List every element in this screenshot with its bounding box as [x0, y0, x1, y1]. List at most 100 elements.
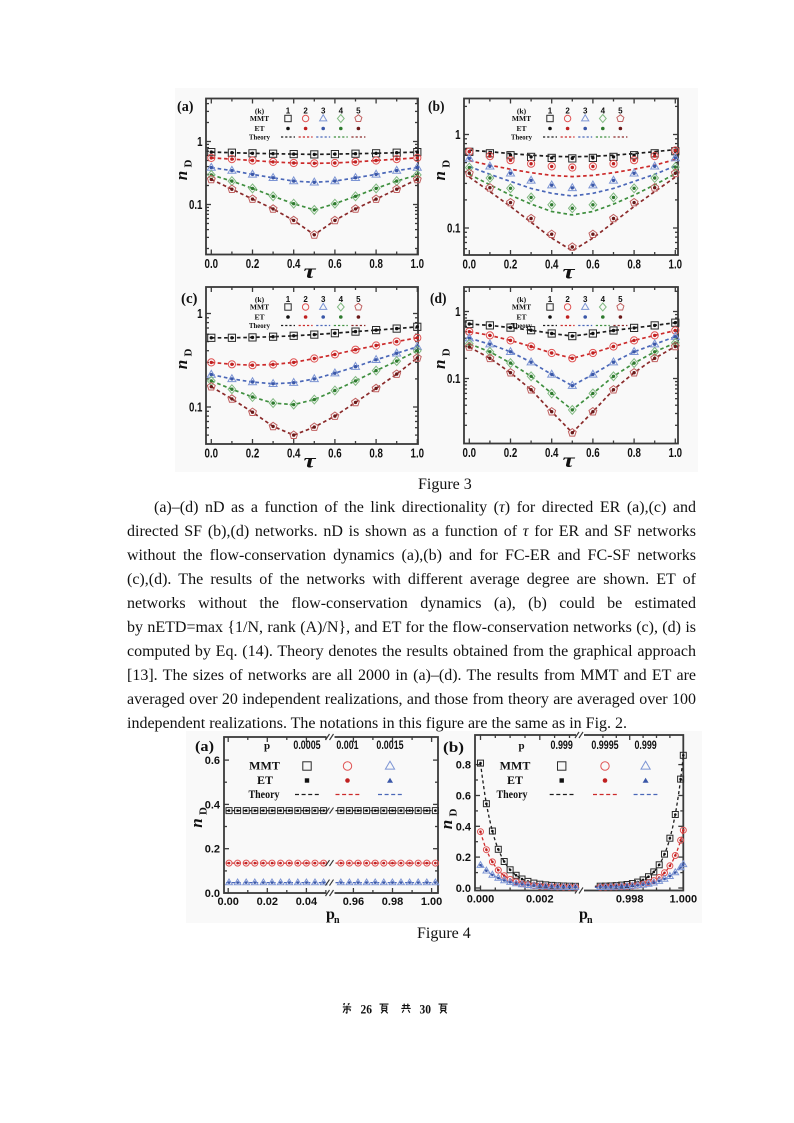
- svg-text:0.96: 0.96: [343, 896, 364, 908]
- svg-text:1: 1: [286, 107, 291, 116]
- svg-text:0.8: 0.8: [456, 760, 471, 772]
- svg-text:0.6: 0.6: [205, 755, 220, 767]
- svg-text:Theory: Theory: [511, 321, 532, 330]
- svg-text:0.6: 0.6: [586, 446, 600, 460]
- svg-text:0.04: 0.04: [296, 896, 318, 908]
- svg-text:5: 5: [356, 295, 361, 304]
- svg-text:5: 5: [356, 107, 361, 116]
- svg-text:0.002: 0.002: [526, 894, 554, 906]
- svg-text:n: n: [587, 915, 593, 926]
- svg-text:1.0: 1.0: [411, 446, 425, 460]
- svg-text:ET: ET: [257, 773, 273, 787]
- svg-text:Theory: Theory: [497, 787, 528, 801]
- svg-text:0.2: 0.2: [504, 257, 518, 271]
- svg-text:Theory: Theory: [249, 787, 280, 801]
- svg-text:MMT: MMT: [249, 759, 280, 773]
- svg-text:0.98: 0.98: [382, 896, 403, 908]
- svg-text:0.0: 0.0: [456, 883, 471, 895]
- svg-text:0.1: 0.1: [189, 401, 203, 415]
- svg-text:3: 3: [321, 295, 326, 304]
- svg-text:4: 4: [601, 107, 606, 116]
- svg-text:1: 1: [548, 107, 553, 116]
- svg-text:0.998: 0.998: [616, 894, 644, 906]
- svg-text:2: 2: [303, 295, 308, 304]
- svg-text:0.4: 0.4: [287, 446, 301, 460]
- svg-text:p: p: [579, 906, 588, 923]
- svg-text:p: p: [326, 906, 335, 923]
- svg-text:0.9995: 0.9995: [591, 740, 619, 752]
- svg-text:(b): (b): [428, 99, 445, 115]
- svg-text:0.4: 0.4: [545, 446, 559, 460]
- svg-text:ET: ET: [516, 313, 526, 322]
- svg-text:0.2: 0.2: [246, 257, 260, 271]
- svg-text:26: 26: [361, 1002, 373, 1016]
- svg-text:0.6: 0.6: [456, 791, 471, 803]
- svg-text:0.6: 0.6: [586, 257, 600, 271]
- svg-text:(k): (k): [255, 295, 265, 304]
- svg-text:0.0: 0.0: [205, 257, 219, 271]
- svg-text:MMT: MMT: [512, 303, 531, 312]
- svg-text:0.6: 0.6: [328, 257, 342, 271]
- svg-text:0.8: 0.8: [627, 446, 641, 460]
- svg-text:1: 1: [455, 128, 460, 142]
- svg-text:0.4: 0.4: [456, 821, 472, 833]
- svg-text:0.8: 0.8: [369, 446, 383, 460]
- svg-text:Theory: Theory: [249, 321, 270, 330]
- svg-text:0.0: 0.0: [205, 446, 219, 460]
- svg-text:0.8: 0.8: [369, 257, 383, 271]
- svg-text:τ: τ: [304, 451, 317, 473]
- svg-text:0.1: 0.1: [189, 198, 203, 212]
- svg-text:0.6: 0.6: [328, 446, 342, 460]
- svg-text:MMT: MMT: [250, 114, 269, 123]
- svg-text:Theory: Theory: [511, 133, 532, 142]
- svg-text:(b): (b): [443, 740, 464, 756]
- svg-text:3: 3: [321, 107, 326, 116]
- svg-text:n: n: [334, 915, 340, 926]
- svg-text:n: n: [172, 171, 191, 180]
- svg-text:(k): (k): [517, 295, 527, 304]
- svg-text:τ: τ: [563, 262, 576, 284]
- svg-text:3: 3: [583, 107, 588, 116]
- svg-text:(k): (k): [255, 107, 265, 116]
- svg-text:MMT: MMT: [500, 759, 531, 773]
- svg-text:n: n: [187, 818, 206, 827]
- svg-text:0.999: 0.999: [634, 740, 656, 752]
- svg-text:1: 1: [548, 295, 553, 304]
- svg-text:5: 5: [618, 107, 623, 116]
- svg-text:τ: τ: [563, 450, 576, 472]
- svg-text:0.1: 0.1: [447, 372, 461, 386]
- svg-text:0.2: 0.2: [456, 852, 471, 864]
- svg-text:D: D: [183, 160, 195, 168]
- svg-text:0.4: 0.4: [545, 257, 559, 271]
- svg-text:p: p: [264, 740, 270, 752]
- svg-text:0.1: 0.1: [447, 222, 461, 236]
- svg-text:1.0: 1.0: [411, 257, 425, 271]
- svg-text:0.02: 0.02: [257, 896, 278, 908]
- svg-text:D: D: [441, 160, 453, 168]
- svg-text:0.2: 0.2: [246, 446, 260, 460]
- svg-text:Theory: Theory: [249, 133, 270, 142]
- svg-text:1: 1: [286, 295, 291, 304]
- svg-text:1: 1: [197, 135, 202, 149]
- svg-text:n: n: [430, 360, 449, 369]
- svg-text:(c): (c): [181, 291, 198, 307]
- svg-text:n: n: [172, 360, 191, 369]
- svg-text:ET: ET: [254, 313, 264, 322]
- svg-text:ET: ET: [507, 773, 523, 787]
- svg-text:(d): (d): [430, 291, 447, 307]
- svg-text:0.001: 0.001: [336, 740, 359, 752]
- svg-text:0.000: 0.000: [467, 894, 495, 906]
- svg-text:0.2: 0.2: [205, 844, 220, 856]
- svg-text:2: 2: [565, 295, 570, 304]
- svg-text:0.4: 0.4: [205, 799, 221, 811]
- svg-text:3: 3: [583, 295, 588, 304]
- svg-text:n: n: [437, 820, 456, 829]
- svg-text:0.0015: 0.0015: [376, 740, 404, 752]
- svg-text:1.0: 1.0: [669, 257, 683, 271]
- svg-text:MMT: MMT: [512, 114, 531, 123]
- svg-text:(a): (a): [195, 739, 214, 755]
- svg-text:n: n: [430, 171, 449, 180]
- svg-text:0.0: 0.0: [463, 446, 477, 460]
- svg-text:τ: τ: [304, 261, 317, 283]
- svg-text:0.999: 0.999: [551, 740, 573, 752]
